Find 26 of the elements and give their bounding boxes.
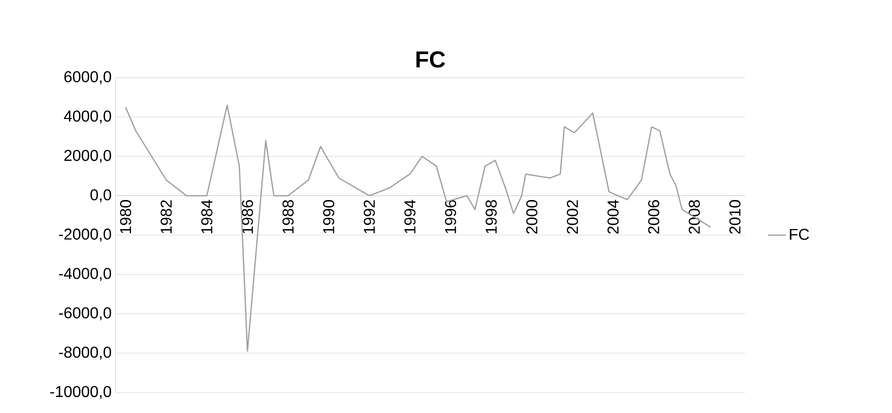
chart-title: FC [416, 51, 446, 68]
x-tick-label: 2002 [566, 200, 578, 234]
x-tick-label: 1982 [160, 200, 172, 234]
y-tick-label: 6000,0 [64, 70, 112, 84]
x-tick-label: 1992 [364, 200, 375, 234]
y-tick-label: -2000,0 [59, 228, 112, 242]
y-tick-label: 2000,0 [64, 150, 112, 163]
x-tick-label: 2006 [648, 200, 660, 234]
x-tick-label: 1980 [120, 200, 132, 234]
x-tick-label: 1996 [445, 200, 456, 234]
y-tick-label: 4000,0 [64, 110, 112, 124]
y-tick-label: 0,0 [90, 188, 112, 202]
y-tick-label: -4000,0 [59, 268, 112, 281]
x-tick-label: 1998 [486, 200, 497, 234]
legend-label: FC [790, 228, 809, 240]
x-tick-label: 2004 [607, 200, 619, 234]
x-tick-label: 2010 [729, 200, 740, 234]
y-tick-label: -10000,0 [50, 386, 112, 399]
y-tick-label: -8000,0 [59, 346, 112, 360]
y-tick-label: -6000,0 [59, 307, 112, 320]
x-tick-label: 1986 [242, 200, 254, 234]
x-tick-label: 2000 [526, 200, 538, 234]
x-tick-label: 1990 [323, 200, 334, 234]
x-tick-label: 1988 [282, 200, 294, 234]
x-tick-label: 1994 [404, 200, 416, 234]
x-tick-label: 1984 [201, 200, 212, 234]
